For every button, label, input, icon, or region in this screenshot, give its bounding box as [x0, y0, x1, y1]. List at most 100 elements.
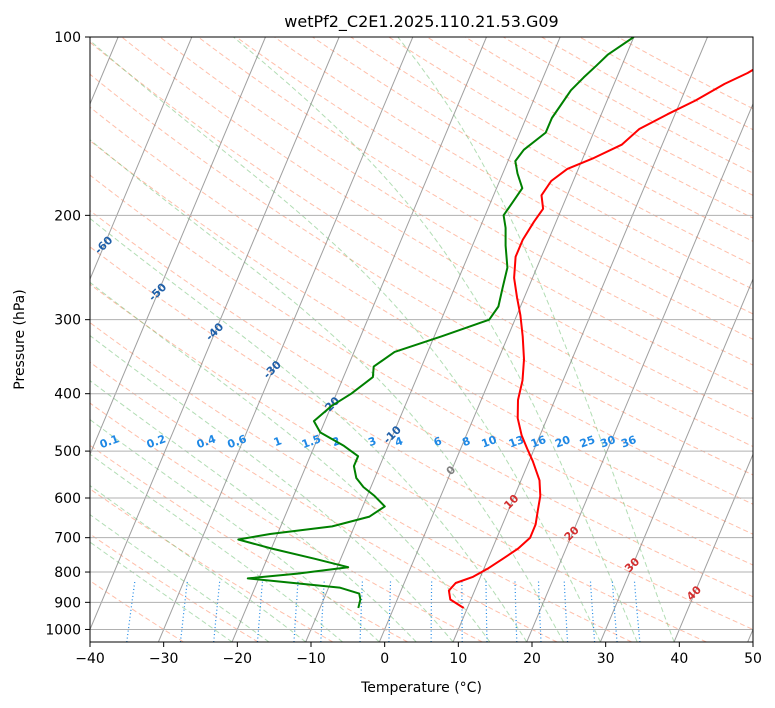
x-tick-label: 40 [670, 651, 688, 667]
x-tick-label: −20 [223, 651, 253, 667]
mixing-ratio-line [179, 581, 188, 642]
mixing-ratio-line [537, 581, 542, 642]
dry-adiabat [312, 37, 753, 290]
isotherm-line [90, 37, 340, 631]
dry-adiabat [197, 37, 753, 366]
moist-adiabat [90, 281, 491, 642]
isotherm-label: -50 [146, 280, 169, 303]
moist-adiabat [90, 139, 565, 642]
isotherm-label: 20 [562, 523, 582, 543]
isotherm-label: -40 [203, 320, 226, 343]
y-tick-label: 800 [54, 565, 81, 581]
mixing-ratio-line [611, 581, 618, 642]
isotherm-line [599, 277, 753, 642]
dry-adiabat [90, 444, 408, 642]
moist-adiabat [90, 453, 343, 642]
isotherm-line [747, 628, 753, 642]
moist-adiabat [90, 380, 417, 642]
isotherm-line [90, 37, 193, 281]
mixing-ratio-label: 20 [553, 433, 572, 451]
mixing-ratio-line [633, 581, 641, 642]
x-tick-label: 50 [744, 651, 762, 667]
moist-adiabat [90, 514, 270, 642]
moist-adiabat [233, 37, 638, 642]
mixing-ratio-line [293, 581, 299, 642]
dry-adiabat [90, 73, 753, 476]
x-tick-label: 0 [380, 651, 389, 667]
moist-adiabat [90, 541, 233, 642]
dry-adiabat [274, 37, 753, 315]
x-axis-label: Temperature (°C) [360, 680, 482, 696]
isotherm-line [378, 37, 635, 642]
mixing-ratio-line [589, 581, 596, 642]
mixing-ratio-label: 25 [578, 433, 597, 450]
y-tick-label: 100 [54, 30, 81, 46]
y-tick-label: 900 [54, 595, 81, 611]
dry-adiabat [90, 402, 483, 642]
plot-frame [89, 36, 754, 643]
mixing-ratio-label: 0.2 [145, 432, 168, 451]
dry-adiabat [579, 37, 753, 131]
dry-adiabat [90, 283, 707, 642]
mixing-ratio-line [320, 581, 325, 642]
isotherm-line [673, 452, 753, 642]
isotherm-line [157, 37, 414, 642]
isotherm-line [452, 37, 708, 642]
mixing-ratio-label: 10 [480, 433, 499, 451]
isotherm-label: -80 [0, 129, 12, 152]
moist-adiabat [90, 334, 454, 642]
x-axis-ticks: −40 −30 −20 −10 0 10 20 30 40 50 [75, 642, 762, 667]
dry-adiabat [121, 37, 753, 420]
x-tick-label: −40 [75, 651, 105, 667]
dry-adiabat [90, 209, 753, 598]
y-tick-label: 400 [54, 387, 81, 403]
mixing-ratio-label: 0.4 [195, 432, 218, 451]
mixing-ratio-line [213, 581, 221, 642]
mixing-ratio-label: 1.5 [300, 432, 323, 451]
mixing-ratio-line [563, 581, 569, 642]
moist-adiabat [90, 484, 307, 642]
dry-adiabat [90, 361, 558, 642]
dry-adiabat [90, 246, 753, 630]
mixing-ratio-line [388, 581, 392, 642]
chart-title: wetPf2_C2E1.2025.110.21.53.G09 [284, 12, 558, 32]
mixing-ratio-label: 1 [272, 434, 284, 449]
isotherm-label: -70 [43, 176, 66, 199]
mixing-ratio-label: 6 [432, 434, 444, 449]
x-tick-label: −10 [296, 651, 326, 667]
moist-adiabat [90, 419, 380, 642]
isotherm-label: -30 [261, 358, 284, 381]
mixing-ratio-label: 3 [366, 434, 378, 449]
y-tick-label: 600 [54, 491, 81, 507]
y-tick-label: 500 [54, 444, 81, 460]
mixing-ratio-line [514, 581, 518, 642]
x-tick-label: 30 [597, 651, 615, 667]
isotherm-label: -60 [92, 233, 115, 256]
mixing-ratio-label: 36 [619, 433, 638, 451]
profiles [237, 37, 753, 609]
dry-adiabat [159, 37, 753, 393]
y-axis-ticks: 100 200 300 400 500 600 700 800 900 1000 [45, 30, 90, 638]
y-tick-label: 1000 [45, 622, 81, 638]
mixing-ratio-label: 16 [529, 433, 548, 451]
dewpoint-profile [237, 37, 635, 609]
dry-adiabat [90, 322, 632, 642]
temperature-profile [447, 68, 753, 609]
x-tick-label: −30 [149, 651, 179, 667]
isotherm-line [90, 37, 266, 456]
y-tick-label: 700 [54, 531, 81, 547]
dry-adiabat [503, 37, 753, 174]
dry-adiabat [426, 37, 753, 219]
mixing-ratio-line [485, 581, 488, 642]
moist-adiabat [90, 217, 528, 642]
mixing-ratio-label: 30 [598, 433, 617, 451]
x-tick-label: 20 [523, 651, 541, 667]
mixing-ratio-label: 0.6 [226, 432, 249, 451]
mixing-ratio-label: 13 [507, 433, 526, 450]
dry-adiabat [541, 37, 753, 152]
x-tick-label: 10 [449, 651, 467, 667]
mixing-ratio-line [359, 581, 363, 642]
dry-adiabat [388, 37, 753, 242]
mixing-ratio-label: 4 [393, 434, 405, 449]
dry-adiabat [90, 174, 753, 566]
